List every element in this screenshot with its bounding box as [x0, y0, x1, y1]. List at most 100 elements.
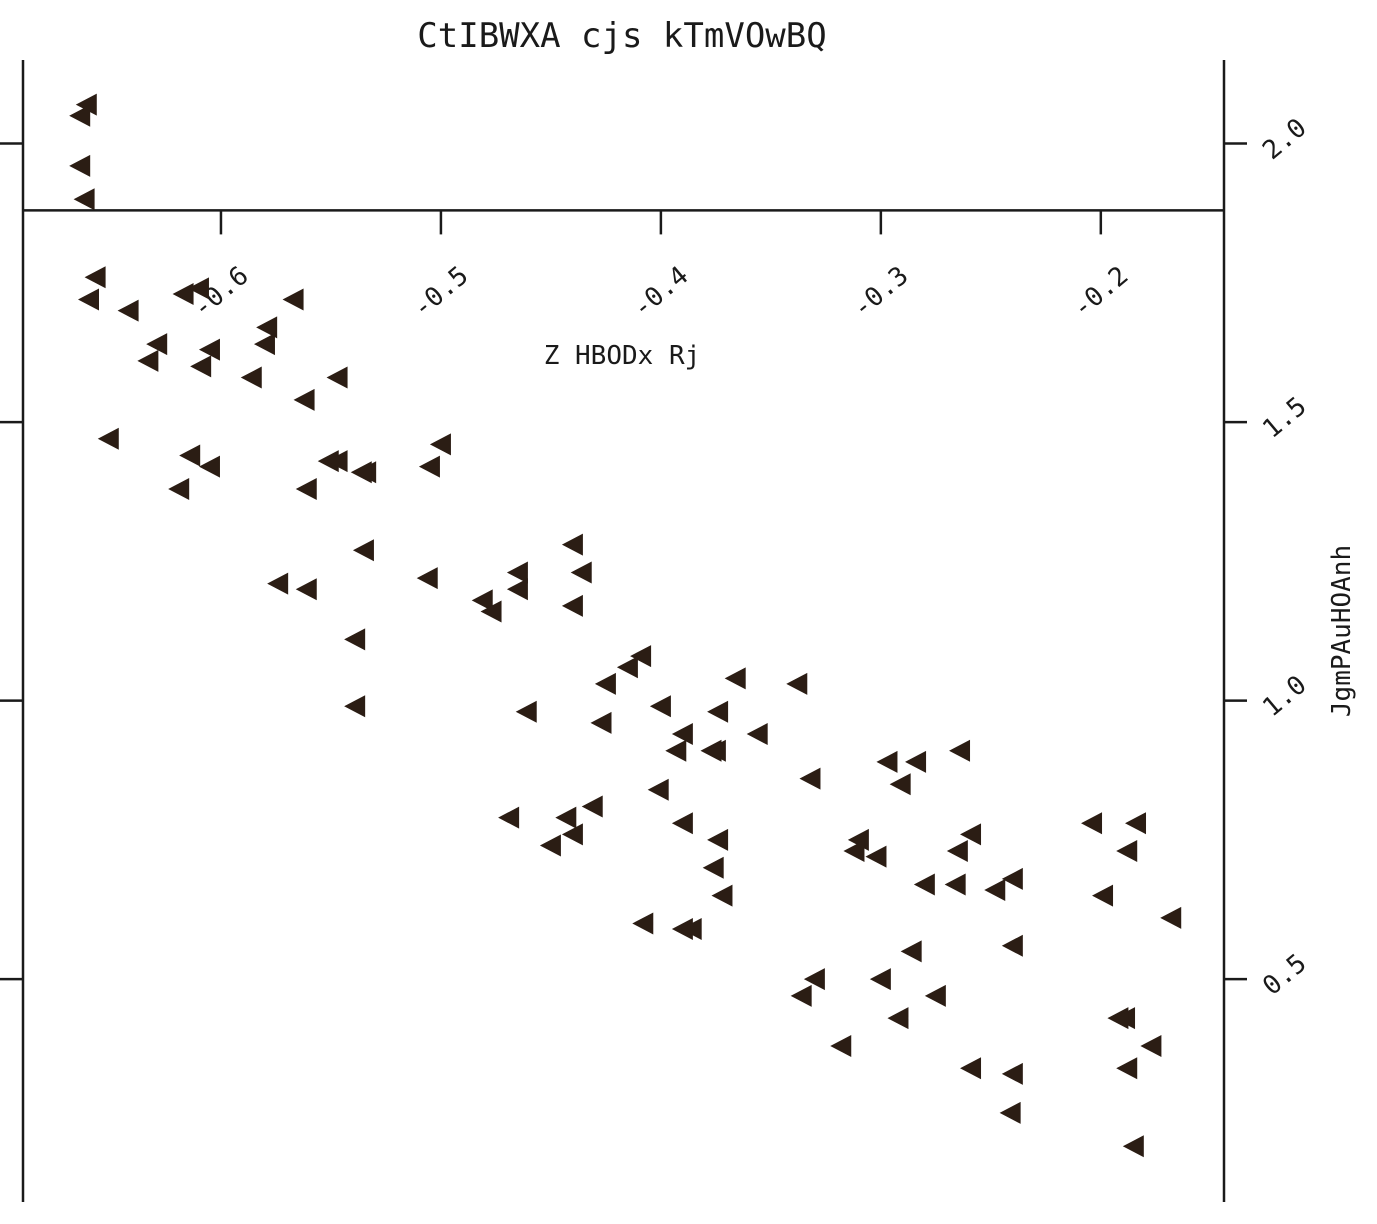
- data-point: [190, 355, 212, 378]
- data-point: [480, 600, 502, 623]
- data-point: [702, 856, 724, 879]
- data-point: [803, 968, 825, 991]
- data-point: [1001, 1062, 1023, 1085]
- data-point: [913, 873, 935, 896]
- data-point: [293, 388, 315, 411]
- data-point: [960, 1057, 982, 1080]
- data-point: [561, 533, 583, 556]
- data-point: [69, 104, 91, 127]
- data-point: [1116, 840, 1138, 863]
- data-point: [707, 700, 729, 723]
- y-tick-label: 1.0: [1257, 670, 1312, 723]
- data-point: [1122, 1135, 1144, 1158]
- data-point: [146, 333, 168, 356]
- data-point: [416, 567, 438, 590]
- data-point: [267, 572, 289, 595]
- data-point: [515, 700, 537, 723]
- data-point: [168, 477, 190, 500]
- data-point: [1001, 867, 1023, 890]
- data-point: [1001, 934, 1023, 957]
- data-point: [876, 750, 898, 773]
- y-tick-label: 0.5: [1257, 948, 1312, 1001]
- x-tick-label: -0.3: [847, 261, 914, 324]
- data-point: [240, 366, 262, 389]
- data-point: [647, 778, 669, 801]
- data-point: [561, 594, 583, 617]
- data-point: [429, 433, 451, 456]
- data-point: [506, 561, 528, 584]
- data-point: [984, 879, 1006, 902]
- data-points: [69, 93, 1182, 1158]
- data-point: [253, 333, 275, 356]
- data-point: [1160, 906, 1182, 929]
- data-point: [84, 266, 106, 289]
- data-point: [889, 773, 911, 796]
- data-point: [137, 349, 159, 372]
- data-point: [924, 984, 946, 1007]
- y-tick-label: 2.0: [1257, 113, 1312, 166]
- data-point: [282, 288, 304, 311]
- data-point: [594, 672, 616, 695]
- data-point: [711, 884, 733, 907]
- data-point: [172, 282, 194, 305]
- x-axis-label: Z HBODx Rj: [544, 341, 701, 371]
- data-point: [198, 455, 220, 478]
- data-point: [581, 795, 603, 818]
- data-point: [1116, 1057, 1138, 1080]
- data-point: [117, 299, 139, 322]
- data-point: [326, 450, 348, 473]
- data-point: [949, 739, 971, 762]
- data-point: [75, 93, 97, 116]
- x-tick-label: -0.4: [627, 261, 694, 324]
- data-point: [498, 806, 520, 829]
- data-point: [77, 288, 99, 311]
- x-tick-label: -0.5: [407, 261, 474, 324]
- x-tick-label: -0.2: [1067, 261, 1134, 324]
- data-point: [790, 984, 812, 1007]
- data-point: [960, 823, 982, 846]
- data-point: [724, 667, 746, 690]
- data-point: [887, 1007, 909, 1030]
- data-point: [704, 739, 726, 762]
- data-point: [179, 444, 201, 467]
- data-point: [869, 968, 891, 991]
- data-point: [707, 828, 729, 851]
- data-point: [1107, 1007, 1129, 1030]
- y-tick-label: 1.5: [1257, 391, 1312, 444]
- data-point: [326, 366, 348, 389]
- data-point: [187, 277, 209, 300]
- data-point: [506, 578, 528, 601]
- data-point: [352, 539, 374, 562]
- data-point: [295, 477, 317, 500]
- data-point: [649, 695, 671, 718]
- data-point: [570, 561, 592, 584]
- data-point: [350, 461, 372, 484]
- data-point: [69, 154, 91, 177]
- data-point: [1140, 1035, 1162, 1058]
- chart-title: CtIBWXA cjs kTmVOwBQ: [417, 16, 826, 56]
- data-point: [418, 455, 440, 478]
- x-axis-ticks: -0.6 -0.5 -0.4 -0.3 -0.2: [187, 210, 1134, 324]
- data-point: [946, 840, 968, 863]
- data-point: [799, 767, 821, 790]
- data-point: [944, 873, 966, 896]
- data-point: [616, 656, 638, 679]
- data-point: [97, 427, 119, 450]
- data-point: [590, 711, 612, 734]
- data-point: [786, 672, 808, 695]
- data-point: [471, 589, 493, 612]
- data-point: [843, 840, 865, 863]
- data-point: [344, 695, 366, 718]
- data-point: [344, 628, 366, 651]
- data-point: [295, 578, 317, 601]
- data-point: [630, 645, 652, 668]
- data-point: [830, 1035, 852, 1058]
- data-point: [999, 1101, 1021, 1124]
- data-point: [900, 940, 922, 963]
- data-point: [73, 188, 95, 211]
- data-point: [256, 316, 278, 339]
- data-point: [555, 806, 577, 829]
- data-point: [746, 723, 768, 746]
- data-point: [198, 338, 220, 361]
